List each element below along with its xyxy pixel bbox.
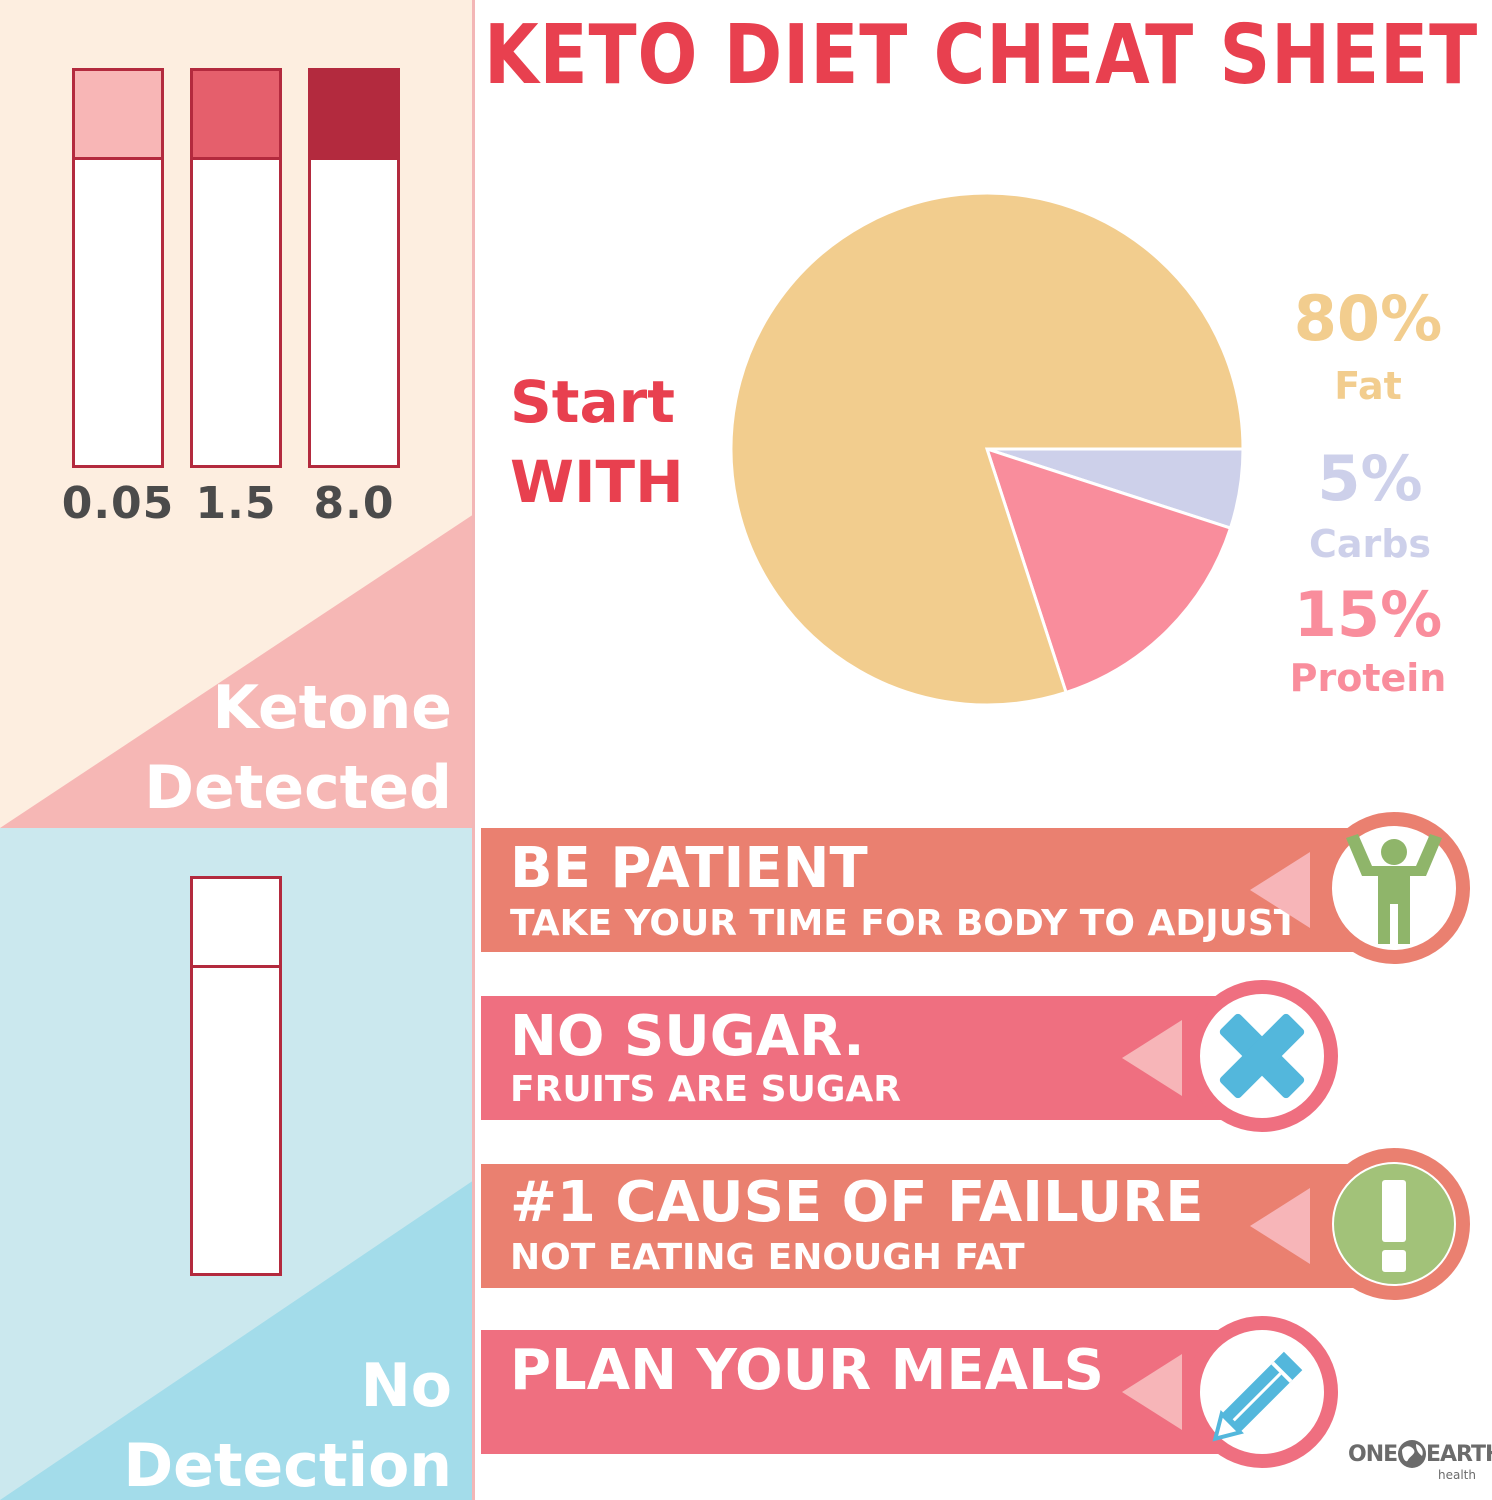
tip-cause-subtext: NOT EATING ENOUGH FAT bbox=[510, 1237, 1025, 1278]
tip-pointer-arrow bbox=[1250, 1188, 1310, 1264]
strip-pad bbox=[193, 71, 279, 160]
tip-pointer-arrow bbox=[1122, 1020, 1182, 1096]
ketone-detected-label: Ketone Detected bbox=[144, 668, 452, 828]
tip-no-sugar-badge bbox=[1186, 980, 1338, 1132]
tip-pointer-arrow bbox=[1250, 852, 1310, 928]
exclamation-icon bbox=[1334, 1164, 1454, 1284]
legend-fat-name: Fat bbox=[1334, 364, 1402, 408]
strip-label-low: 0.05 bbox=[61, 478, 175, 529]
legend-carbs-percent: 5% bbox=[1317, 442, 1423, 515]
logo-brand-left: ONE bbox=[1348, 1442, 1398, 1467]
no-detection-line1: No bbox=[360, 1351, 452, 1421]
logo-subtext: health bbox=[1438, 1468, 1476, 1482]
ketone-strip-high bbox=[308, 68, 400, 468]
column-divider bbox=[472, 0, 475, 1500]
pie-slice-fat bbox=[729, 191, 1245, 707]
ketone-label-line1: Ketone bbox=[212, 673, 452, 743]
tip-cause-badge bbox=[1318, 1148, 1470, 1300]
one-earth-health-logo: ONE EARTH health bbox=[1348, 1436, 1492, 1492]
start-with-line2: WITH bbox=[510, 448, 684, 516]
tip-cause-heading: #1 CAUSE OF FAILURE bbox=[510, 1170, 1204, 1235]
ketone-label-line2: Detected bbox=[144, 753, 452, 823]
legend-fat-percent: 80% bbox=[1293, 282, 1443, 355]
start-with-label: Start WITH bbox=[510, 362, 690, 522]
tip-be-patient bbox=[481, 828, 1381, 952]
page-title: KETO DIET CHEAT SHEET bbox=[484, 8, 1484, 104]
pencil-icon bbox=[1212, 1351, 1303, 1442]
strip-pad bbox=[75, 71, 161, 160]
tip-no-sugar-heading: NO SUGAR. bbox=[510, 1004, 865, 1069]
person-arms-up-icon bbox=[1346, 834, 1442, 944]
tip-cause-of-failure bbox=[481, 1164, 1381, 1288]
logo-brand-right: EARTH bbox=[1426, 1442, 1492, 1467]
no-ketone-strip bbox=[190, 876, 282, 1276]
tip-be-patient-subtext: TAKE YOUR TIME FOR BODY TO ADJUST bbox=[510, 903, 1299, 944]
legend-carbs-name: Carbs bbox=[1308, 522, 1432, 566]
start-with-line1: Start bbox=[510, 368, 675, 436]
ketone-detected-panel: 0.05 1.5 8.0 Ketone Detected bbox=[0, 0, 474, 828]
no-detection-panel: No Detection bbox=[0, 828, 474, 1500]
tip-no-sugar-subtext: FRUITS ARE SUGAR bbox=[510, 1069, 901, 1110]
strip-label-high: 8.0 bbox=[313, 478, 395, 529]
tip-be-patient-badge bbox=[1318, 812, 1470, 964]
strip-pad bbox=[193, 879, 279, 968]
tip-plan-meals-badge bbox=[1186, 1316, 1338, 1468]
strip-label-mid: 1.5 bbox=[195, 478, 277, 529]
x-mark-icon bbox=[1219, 1013, 1305, 1099]
legend-protein-percent: 15% bbox=[1293, 578, 1443, 651]
ketone-strip-low bbox=[72, 68, 164, 468]
strip-pad bbox=[311, 71, 397, 160]
tip-plan-meals-heading: PLAN YOUR MEALS bbox=[510, 1338, 1105, 1403]
legend-protein-name: Protein bbox=[1289, 656, 1447, 700]
no-detection-label: No Detection bbox=[123, 1346, 452, 1500]
tip-be-patient-heading: BE PATIENT bbox=[510, 836, 868, 901]
macro-pie-chart bbox=[729, 191, 1245, 707]
globe-icon bbox=[1398, 1440, 1426, 1468]
no-detection-line2: Detection bbox=[123, 1431, 452, 1500]
ketone-strip-mid bbox=[190, 68, 282, 468]
page-title-text: KETO DIET CHEAT SHEET bbox=[484, 8, 1479, 103]
tip-pointer-arrow bbox=[1122, 1354, 1182, 1430]
